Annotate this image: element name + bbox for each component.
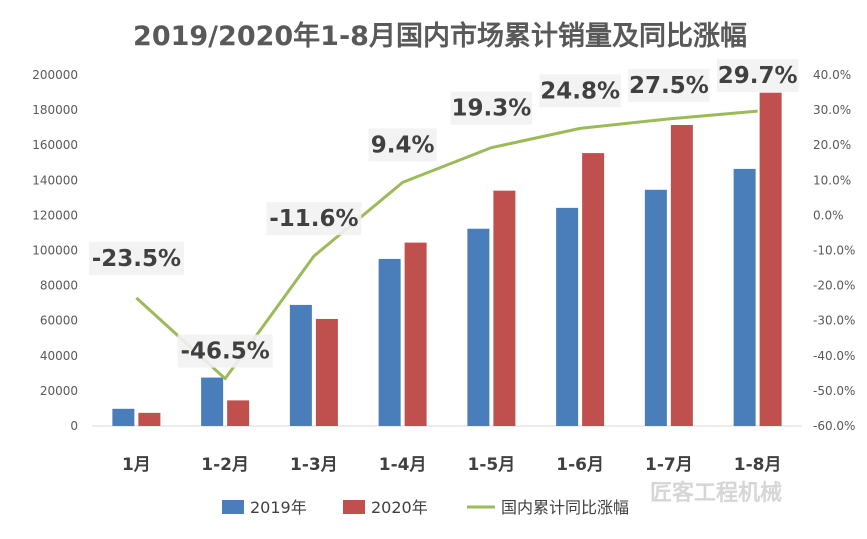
data-label-box	[716, 59, 799, 93]
x-tick-label: 1-4月	[379, 455, 427, 475]
data-label: -23.5%	[92, 246, 181, 272]
data-label: 24.8%	[540, 78, 620, 104]
data-label: -11.6%	[269, 206, 358, 232]
legend-label: 国内累计同比涨幅	[501, 498, 629, 517]
bar-2019	[644, 189, 667, 426]
data-label-box	[88, 241, 184, 275]
y-left-tick-label: 80000	[40, 279, 78, 293]
y-right-tick-label: 30.0%	[813, 103, 851, 117]
bar-2020	[404, 242, 427, 426]
bar-2019	[289, 304, 312, 426]
data-label-box	[368, 128, 437, 162]
y-right-tick-label: -30.0%	[813, 314, 855, 328]
bar-2020	[315, 318, 338, 426]
y-left-tick-label: 0	[70, 419, 78, 433]
bar-2020	[138, 412, 161, 426]
y-left-tick-label: 140000	[32, 173, 78, 187]
watermark-text: 匠客工程机械	[650, 480, 782, 506]
bar-2020	[227, 400, 250, 426]
data-labels-group: -23.5% -46.5% -11.6% 9.4% 19.3% 24.8% 27.5% 29.…	[88, 59, 799, 368]
bar-2019	[733, 168, 756, 426]
data-label-box	[177, 334, 273, 368]
bar-2019	[112, 408, 135, 426]
axes-group: 0 20000 40000 60000 80000 100000 120000 140000 1…	[32, 68, 855, 475]
data-label: 9.4%	[371, 132, 435, 158]
legend-swatch	[343, 500, 365, 514]
x-tick-label: 1-8月	[734, 455, 782, 475]
y-right-tick-label: 0.0%	[813, 208, 844, 222]
chart-title: 2019/2020年1-8月国内市场累计销量及同比涨幅	[133, 20, 747, 52]
y-left-tick-label: 180000	[32, 103, 78, 117]
legend-label: 2019年	[250, 498, 307, 517]
data-label-box	[450, 91, 533, 125]
data-label: 27.5%	[629, 73, 709, 99]
bar-2020	[582, 153, 605, 426]
y-left-tick-label: 200000	[32, 68, 78, 82]
y-right-tick-label: -60.0%	[813, 419, 855, 433]
data-label-box	[628, 68, 710, 102]
y-left-tick-label: 60000	[40, 314, 78, 328]
x-tick-label: 1-6月	[556, 455, 604, 475]
y-left-tick-label: 100000	[32, 244, 78, 258]
bar-2020	[670, 125, 693, 426]
legend: 2019年 2020年 国内累计同比涨幅	[222, 498, 629, 517]
x-tick-label: 1-5月	[468, 455, 516, 475]
x-tick-label: 1-2月	[201, 455, 249, 475]
legend-label: 2020年	[371, 498, 428, 517]
y-left-tick-label: 120000	[32, 208, 78, 222]
y-right-tick-label: 10.0%	[813, 173, 851, 187]
bar-2019	[201, 377, 224, 426]
y-right-tick-label: 40.0%	[813, 68, 851, 82]
x-tick-label: 1-3月	[290, 455, 338, 475]
y-right-tick-label: 20.0%	[813, 138, 851, 152]
legend-swatch	[222, 500, 244, 514]
bars-group	[112, 92, 782, 427]
bar-2019	[378, 258, 401, 426]
y-right-tick-label: -20.0%	[813, 279, 855, 293]
bar-2020	[493, 190, 516, 426]
bar-2019	[467, 228, 490, 426]
data-label: 29.7%	[718, 63, 798, 89]
y-right-tick-label: -50.0%	[813, 384, 855, 398]
data-label-box	[539, 74, 621, 108]
bar-2019	[556, 207, 579, 426]
y-right-tick-label: -40.0%	[813, 349, 855, 363]
data-label: 19.3%	[451, 96, 531, 122]
y-right-tick-label: -10.0%	[813, 244, 855, 258]
data-label-box	[266, 202, 362, 236]
data-label: -46.5%	[180, 339, 269, 365]
y-left-tick-label: 40000	[40, 349, 78, 363]
x-tick-label: 1月	[122, 455, 151, 475]
bar-2020	[759, 92, 782, 427]
y-left-tick-label: 160000	[32, 138, 78, 152]
x-tick-label: 1-7月	[645, 455, 693, 475]
y-left-tick-label: 20000	[40, 384, 78, 398]
